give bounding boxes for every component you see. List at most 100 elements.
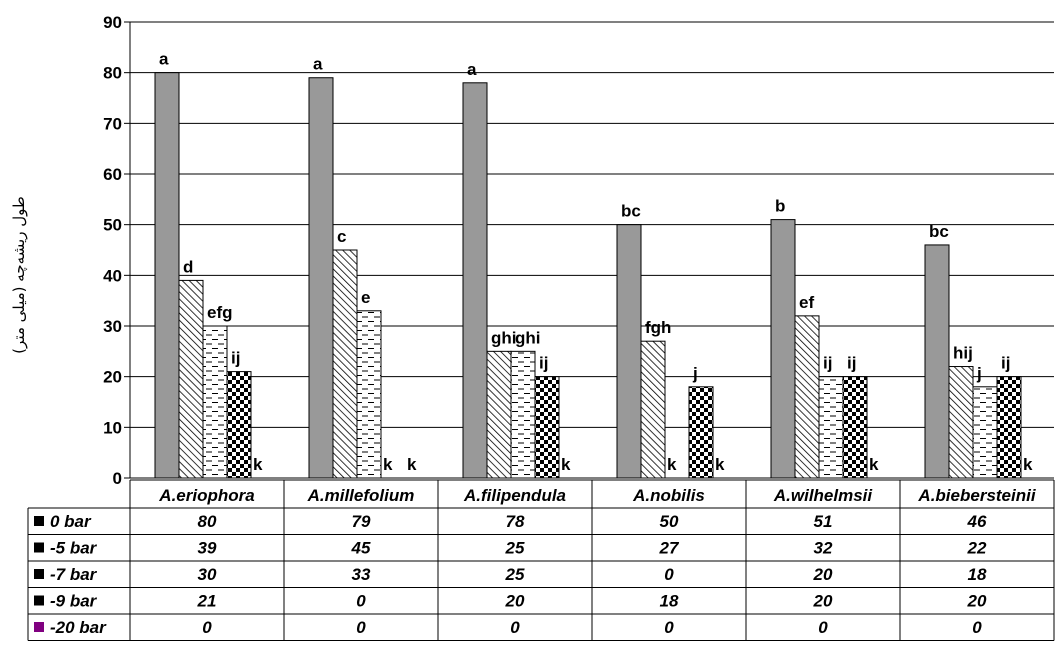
table-cell: 25 (505, 539, 525, 558)
legend-entry: -9 bar (50, 592, 98, 611)
legend-swatch (34, 542, 44, 553)
bar (818, 376, 844, 479)
significance-letter: j (976, 364, 982, 383)
significance-letter: a (159, 50, 169, 69)
significance-letter: a (467, 60, 477, 79)
y-tick-label: 0 (113, 469, 122, 488)
table-cell: 50 (660, 512, 679, 531)
bar (308, 77, 334, 479)
bar (486, 350, 512, 479)
bar (154, 72, 180, 479)
category-label: A.eriophora (158, 486, 254, 505)
legend-entry: -7 bar (50, 565, 98, 584)
significance-letter: ij (231, 349, 240, 368)
table-cell: 51 (814, 512, 833, 531)
legend-entry: -5 bar (50, 539, 98, 558)
bar (688, 386, 714, 479)
table-cell: 0 (356, 592, 366, 611)
table-cell: 22 (967, 539, 987, 558)
significance-letter: bc (621, 202, 641, 221)
table-cell: 45 (351, 539, 371, 558)
significance-letter: k (383, 455, 393, 474)
significance-letter: ghi (515, 328, 541, 347)
table-cell: 80 (198, 512, 217, 531)
y-tick-label: 80 (103, 64, 122, 83)
significance-letter: j (692, 364, 698, 383)
table-cell: 0 (356, 618, 366, 637)
table-cell: 0 (818, 618, 828, 637)
significance-letter: ij (847, 354, 856, 373)
table-cell: 39 (198, 539, 217, 558)
table-cell: 18 (660, 592, 679, 611)
table-cell: 32 (814, 539, 833, 558)
significance-letter: ef (799, 293, 814, 312)
bar (924, 244, 950, 479)
bar (332, 249, 358, 479)
table-cell: 0 (202, 618, 212, 637)
significance-letter: k (667, 455, 677, 474)
y-axis-label: طول ریشه‌چه (میلی متر) (10, 196, 28, 354)
significance-letter: k (1023, 455, 1033, 474)
table-cell: 0 (972, 618, 982, 637)
significance-letter: ij (823, 354, 832, 373)
y-tick-label: 90 (103, 13, 122, 32)
significance-letter: ghi (491, 328, 517, 347)
bar (462, 82, 488, 479)
table-cell: 30 (198, 565, 217, 584)
bar (996, 376, 1022, 479)
legend-swatch (34, 569, 44, 579)
y-tick-label: 30 (103, 317, 122, 336)
y-tick-label: 60 (103, 165, 122, 184)
significance-letter: ij (539, 354, 548, 373)
category-label: A.filipendula (463, 486, 566, 505)
legend-entry: 0 bar (50, 512, 92, 531)
bar (356, 310, 382, 479)
bar (178, 279, 204, 479)
table-cell: 20 (813, 592, 833, 611)
category-label: A.millefolium (307, 486, 415, 505)
bar (640, 340, 666, 479)
significance-letter: hij (953, 344, 973, 363)
table-cell: 78 (506, 512, 525, 531)
y-tick-label: 10 (103, 418, 122, 437)
table-cell: 21 (197, 592, 217, 611)
significance-letter: k (561, 455, 571, 474)
table-cell: 20 (967, 592, 987, 611)
significance-letter: k (253, 455, 263, 474)
significance-letter: k (869, 455, 879, 474)
category-label: A.nobilis (632, 486, 705, 505)
significance-letter: k (715, 455, 725, 474)
bar (616, 224, 642, 479)
bar (770, 219, 796, 479)
category-label: A.wilhelmsii (773, 486, 874, 505)
bar (202, 325, 228, 479)
significance-letter: e (361, 288, 370, 307)
legend-swatch (34, 595, 44, 606)
legend-swatch (34, 516, 44, 526)
significance-letter: d (183, 257, 193, 276)
bar (534, 376, 560, 479)
y-tick-label: 20 (103, 368, 122, 387)
significance-letter: b (775, 197, 785, 216)
table-cell: 0 (664, 618, 674, 637)
table-cell: 25 (505, 565, 525, 584)
bar (972, 386, 998, 479)
table-cell: 0 (664, 565, 674, 584)
significance-letter: a (313, 55, 323, 74)
y-tick-label: 50 (103, 216, 122, 235)
bar (794, 315, 820, 479)
table-cell: 20 (505, 592, 525, 611)
bar (510, 350, 536, 479)
legend-entry: -20 bar (50, 618, 107, 637)
significance-letter: k (407, 455, 417, 474)
bar (226, 371, 252, 479)
table-cell: 79 (352, 512, 371, 531)
table-cell: 27 (659, 539, 680, 558)
significance-letter: c (337, 227, 346, 246)
table-cell: 33 (352, 565, 371, 584)
y-tick-label: 70 (103, 114, 122, 133)
category-label: A.biebersteinii (917, 486, 1036, 505)
y-tick-label: 40 (103, 266, 122, 285)
significance-letter: fgh (645, 318, 671, 337)
